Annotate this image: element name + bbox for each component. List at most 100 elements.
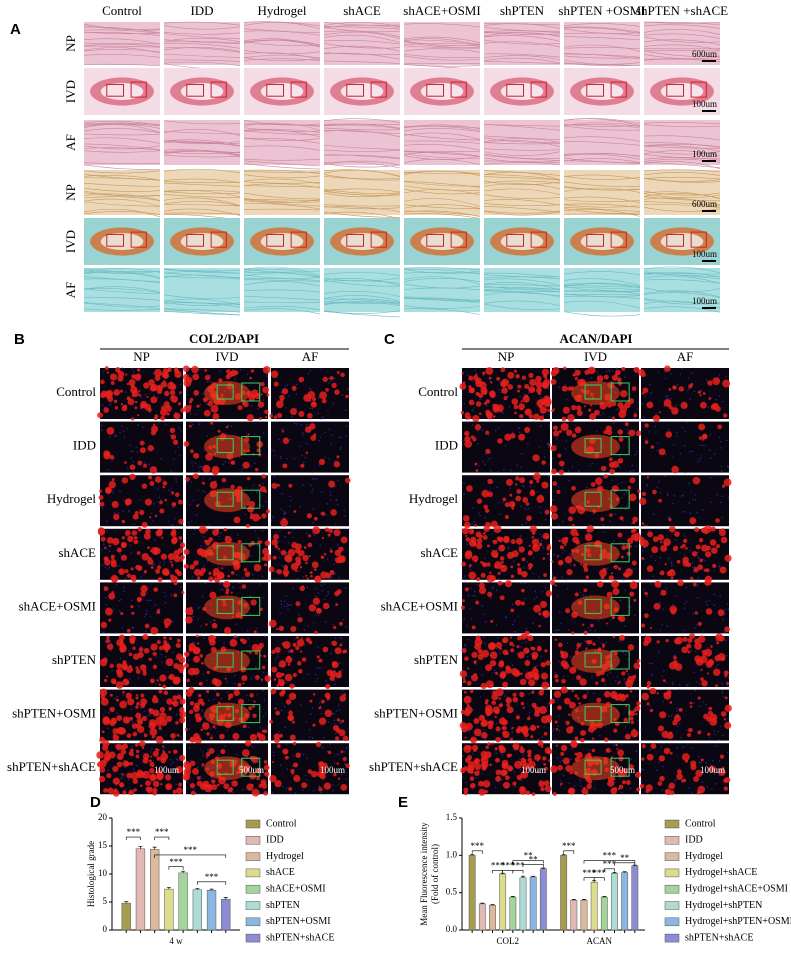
dapi-dot: [595, 430, 598, 433]
dapi-dot: [278, 438, 280, 441]
row-label: Control: [418, 384, 458, 399]
dapi-dot: [463, 493, 465, 495]
stain: [558, 469, 565, 475]
dapi-dot: [281, 785, 284, 788]
dapi-dot: [274, 571, 276, 573]
stain: [612, 635, 616, 639]
stain: [681, 646, 689, 654]
micrograph: [564, 68, 640, 115]
dapi-dot: [650, 391, 652, 394]
stain: [492, 539, 498, 545]
stain: [162, 745, 165, 748]
dapi-dot: [327, 377, 330, 380]
dapi-dot: [646, 595, 648, 598]
stain: [467, 761, 475, 769]
fiber: [483, 199, 561, 206]
stain: [105, 718, 110, 722]
fiber: [323, 161, 401, 169]
stain: [540, 786, 545, 792]
stain: [141, 552, 150, 561]
roi: [241, 489, 261, 509]
dapi-dot: [498, 501, 500, 504]
stain: [205, 751, 211, 757]
dapi-dot: [192, 615, 195, 618]
micrograph: [403, 22, 481, 70]
fiber: [643, 207, 721, 212]
dapi-dot: [188, 503, 191, 506]
tile: [484, 268, 560, 312]
dapi-dot: [467, 638, 470, 641]
dapi-dot: [334, 485, 337, 488]
dapi-dot: [471, 523, 473, 525]
stain: [505, 478, 513, 486]
fiber: [83, 63, 161, 67]
stain: [244, 740, 252, 747]
dapi-dot: [171, 651, 174, 654]
stain: [308, 534, 311, 538]
stain: [199, 571, 204, 577]
stain: [263, 654, 267, 658]
stain: [100, 379, 105, 385]
dapi-dot: [523, 507, 526, 510]
dapi-dot: [558, 729, 561, 732]
stain: [478, 788, 486, 796]
fiber: [83, 44, 161, 47]
dapi-dot: [206, 381, 209, 383]
dapi-dot: [324, 456, 326, 459]
row-label: shACE+OSMI: [381, 598, 458, 613]
dapi-dot: [519, 396, 521, 398]
fiber: [643, 298, 721, 305]
fiber: [323, 206, 401, 210]
stain: [275, 671, 283, 679]
stain: [165, 784, 171, 790]
dapi-dot: [475, 372, 478, 375]
stain: [673, 549, 676, 552]
stain: [259, 417, 263, 421]
fiber: [563, 204, 641, 208]
micrograph: [640, 687, 732, 741]
dapi-dot: [463, 403, 465, 405]
dapi-dot: [467, 594, 470, 597]
stain: [159, 706, 166, 713]
dapi-dot: [619, 680, 621, 682]
dapi-dot: [629, 597, 632, 599]
dapi-dot: [251, 746, 254, 748]
stain: [481, 731, 488, 739]
stain: [624, 422, 629, 427]
dapi-dot: [472, 595, 474, 597]
dapi-dot: [629, 470, 632, 473]
dapi-dot: [704, 444, 707, 447]
dapi-dot: [287, 649, 290, 651]
fiber: [83, 145, 161, 150]
stain: [625, 669, 628, 673]
dapi-dot: [540, 396, 542, 399]
disc: [571, 595, 620, 620]
dapi-dot: [612, 415, 615, 417]
fiber: [563, 140, 641, 146]
fiber: [243, 22, 321, 30]
fiber: [163, 53, 241, 58]
dapi-dot: [180, 735, 182, 738]
stain: [165, 715, 173, 722]
stain: [224, 677, 227, 680]
stain: [560, 744, 568, 752]
stain: [474, 424, 482, 431]
dapi-dot: [532, 572, 535, 575]
stain: [225, 369, 229, 373]
stain: [344, 477, 351, 484]
dapi-dot: [279, 764, 282, 766]
dapi-dot: [701, 781, 703, 784]
stain: [255, 675, 260, 680]
micrograph: [323, 268, 401, 318]
micrograph: [99, 633, 186, 689]
micrograph: [483, 170, 561, 216]
dapi-dot: [289, 495, 291, 498]
fiber: [643, 50, 721, 52]
stain: [496, 376, 501, 381]
fiber: [403, 132, 481, 140]
fiber: [243, 119, 321, 126]
dapi-dot: [120, 773, 122, 775]
micrograph: [100, 421, 183, 474]
dapi-dot: [727, 676, 730, 678]
stain: [313, 433, 317, 437]
